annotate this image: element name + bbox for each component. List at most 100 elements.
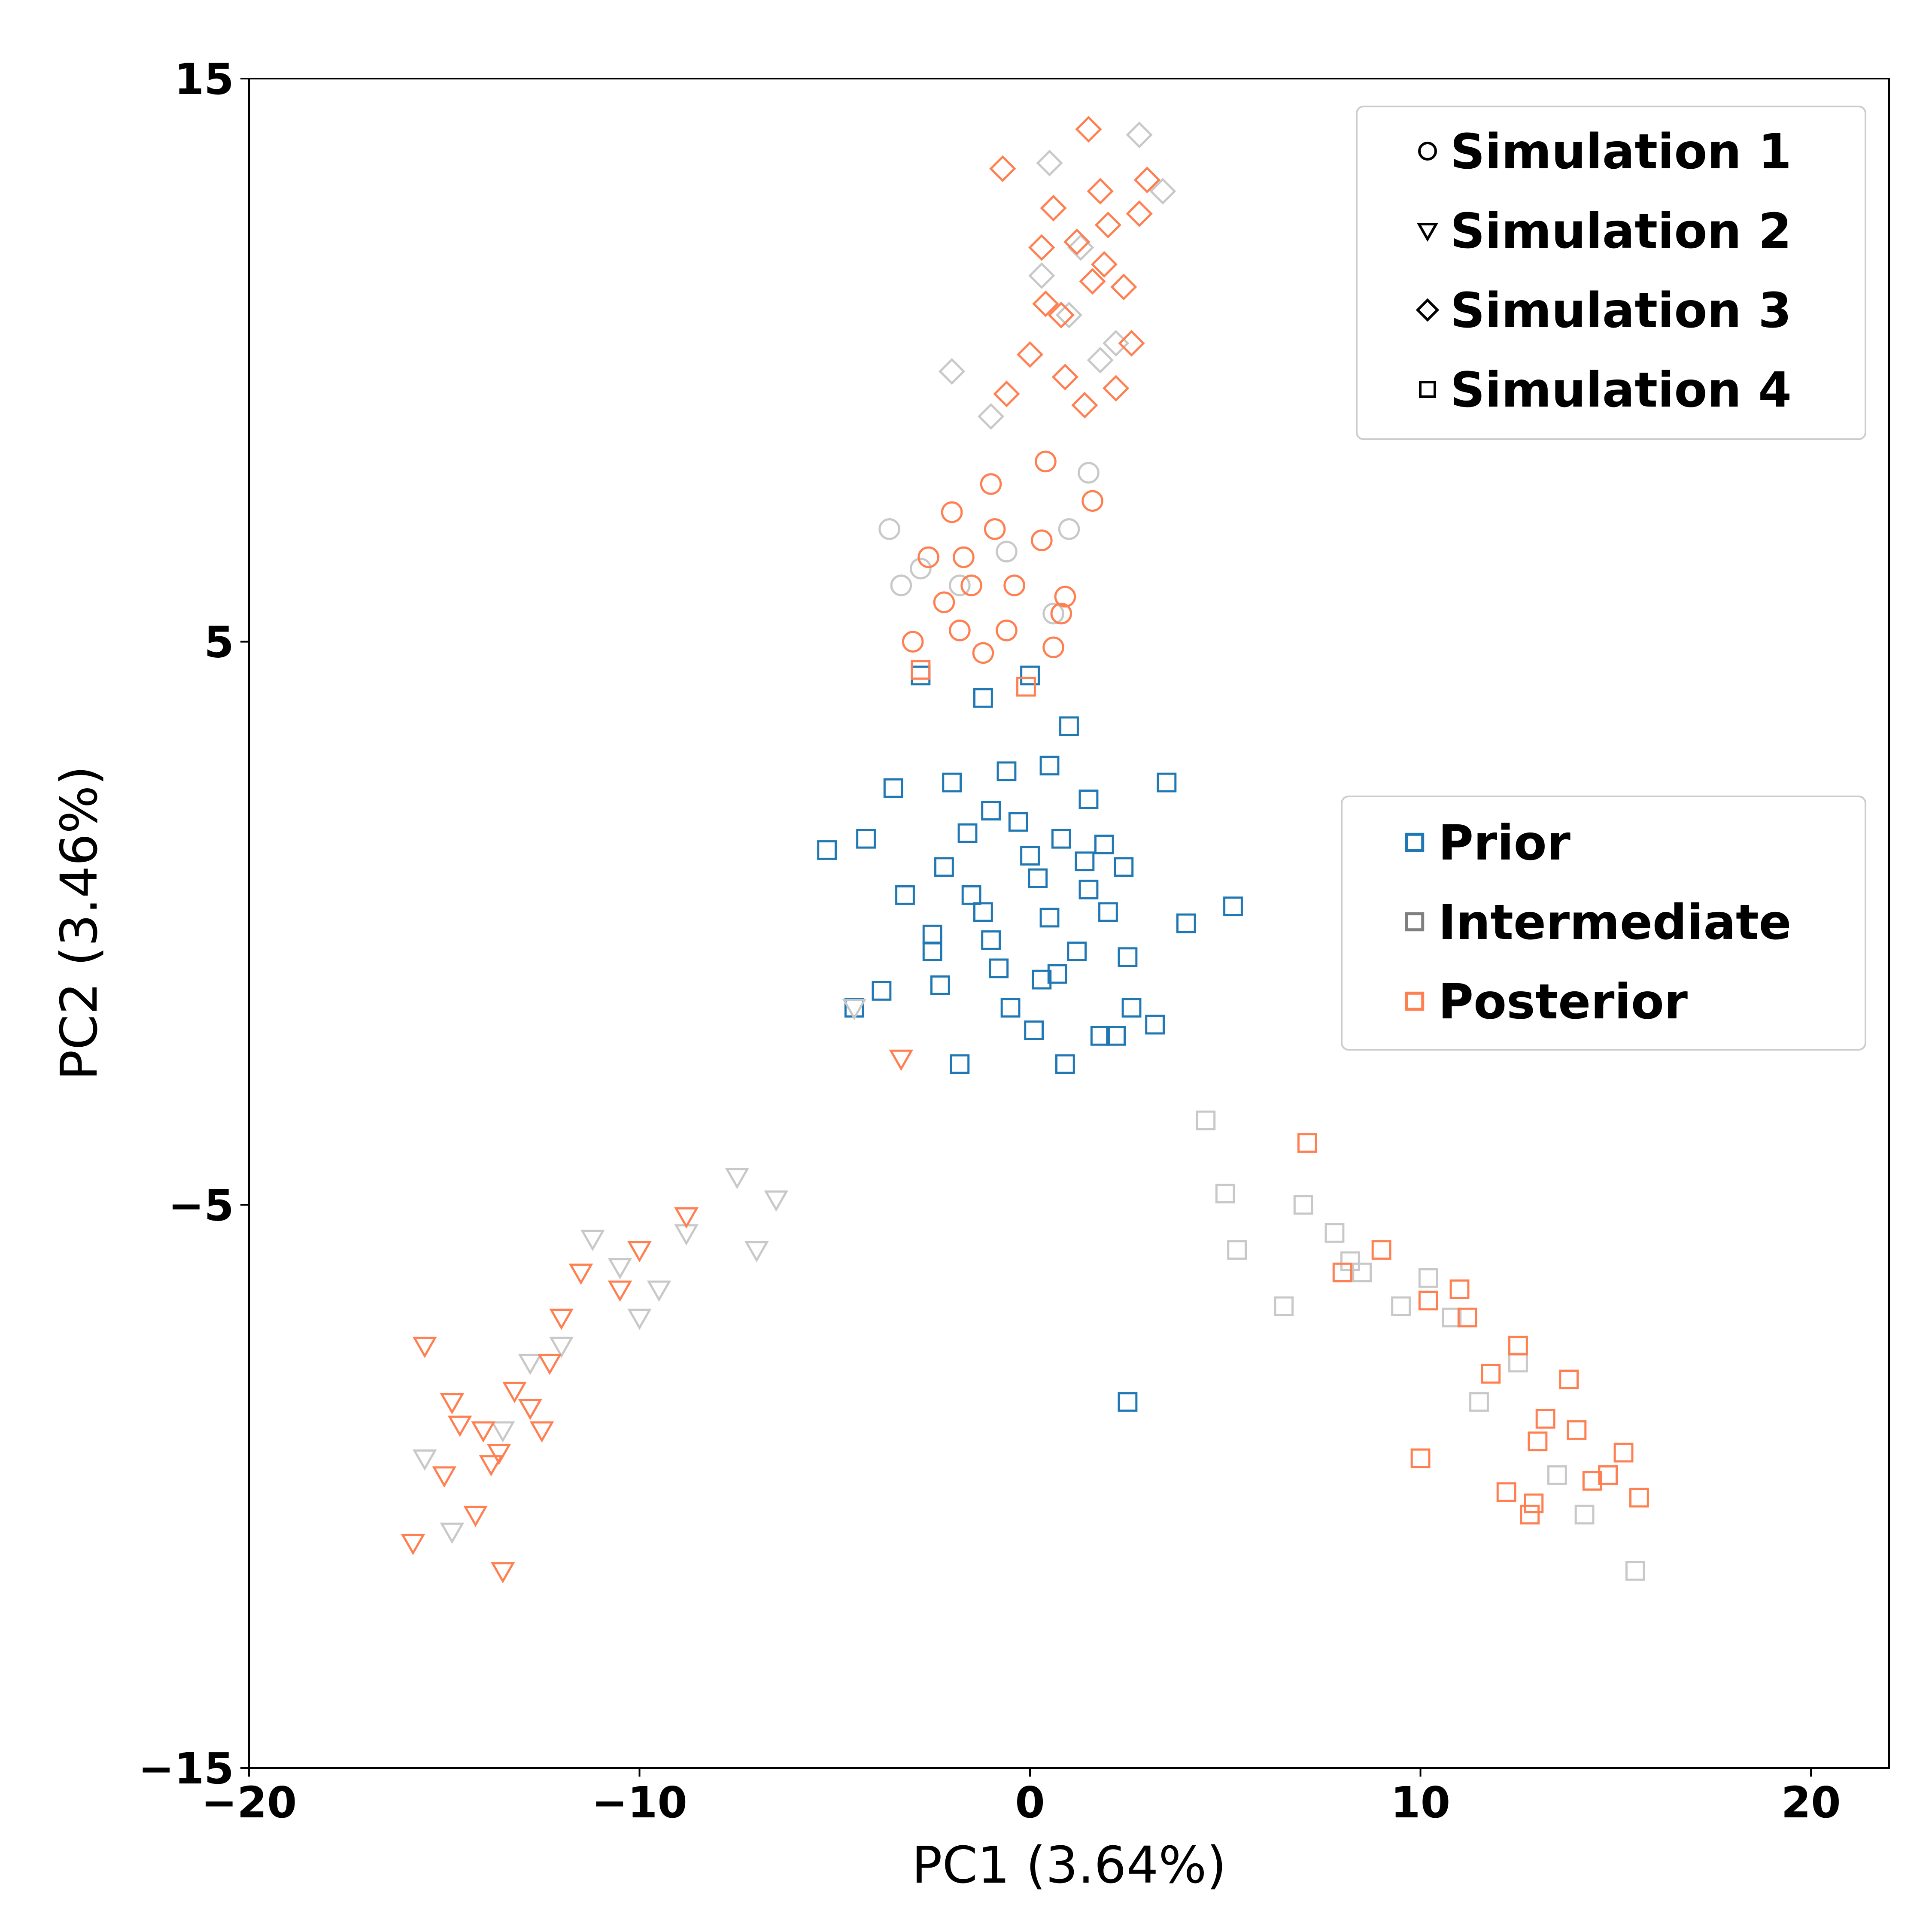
prior-point [996, 761, 1017, 781]
prior-point [1047, 964, 1067, 984]
prior-point [1145, 1015, 1165, 1035]
prior-point [973, 688, 993, 708]
posterior-point [549, 1309, 574, 1330]
posterior-point [440, 1393, 465, 1415]
intermediate-point [1103, 330, 1130, 357]
posterior-point [1110, 273, 1137, 301]
prior-point [981, 930, 1001, 950]
intermediate-point [1055, 301, 1083, 329]
prior-point [1024, 1020, 1044, 1040]
prior-point [1078, 790, 1099, 809]
legend-swatch-prior [1405, 832, 1425, 852]
posterior-point [1063, 228, 1091, 255]
prior-point [1059, 716, 1079, 736]
intermediate-point [1058, 518, 1080, 540]
intermediate-point [1547, 1465, 1567, 1485]
posterior-point [1598, 1465, 1618, 1485]
posterior-point [953, 546, 975, 568]
prior-point [961, 885, 981, 905]
legend-label-simulation-4: Simulation 4 [1450, 362, 1792, 418]
posterior-point [902, 631, 924, 653]
prior-point [1020, 846, 1040, 866]
prior-point [1020, 665, 1040, 686]
posterior-point [1332, 1262, 1352, 1282]
intermediate-point [764, 1190, 789, 1212]
posterior-point [1528, 1431, 1548, 1452]
legend-label-simulation-3: Simulation 3 [1450, 283, 1792, 339]
legend-marker-simulation-1 [1418, 142, 1437, 161]
posterior-point [1613, 1443, 1634, 1463]
prior-point [1075, 851, 1095, 872]
prior-point [1078, 879, 1099, 899]
posterior-point [1535, 1409, 1555, 1429]
intermediate-point [949, 574, 971, 596]
posterior-point [996, 620, 1018, 641]
posterior-point [608, 1280, 632, 1302]
intermediate-point [490, 1421, 515, 1443]
prior-point [1176, 913, 1196, 933]
intermediate-point [627, 1309, 652, 1330]
intermediate-point [744, 1241, 769, 1263]
intermediate-point [1418, 1268, 1438, 1288]
prior-point [1039, 756, 1060, 776]
legend-label-intermediate: Intermediate [1438, 895, 1791, 951]
posterior-point [1410, 1448, 1431, 1468]
posterior-point [1133, 166, 1161, 194]
prior-point [1055, 1054, 1075, 1074]
posterior-point [1297, 1133, 1317, 1153]
x-tick-labels: −20 −10 0 10 20 [201, 1777, 1841, 1828]
posterior-point [933, 591, 955, 614]
prior-point [895, 885, 915, 905]
intermediate-point [1227, 1240, 1247, 1260]
intermediate-point [1391, 1296, 1411, 1316]
intermediate-point [939, 358, 966, 385]
posterior-point [674, 1207, 699, 1229]
intermediate-point [977, 403, 1005, 430]
prior-point [1039, 908, 1060, 928]
legend-swatch-intermediate [1405, 912, 1425, 932]
posterior-point [889, 1049, 914, 1071]
prior-point [1028, 868, 1048, 888]
legend-stages-box [1341, 796, 1866, 1051]
prior-point [1032, 969, 1052, 990]
axis-ticks [240, 78, 1812, 1777]
posterior-point [1582, 1471, 1602, 1491]
posterior-point [1126, 200, 1153, 227]
intermediate-point [1036, 149, 1063, 176]
posterior-point [1079, 268, 1106, 295]
posterior-point [1054, 586, 1076, 608]
prior-point [973, 902, 993, 922]
posterior-point [1048, 301, 1075, 329]
prior-point [1121, 998, 1142, 1018]
posterior-point [479, 1455, 504, 1476]
posterior-point [471, 1421, 496, 1443]
y-axis-label: PC2 (3.46%) [49, 766, 109, 1080]
intermediate-point [1215, 1184, 1235, 1203]
posterior-point [1081, 490, 1103, 512]
posterior-point [502, 1382, 527, 1403]
prior-point [1067, 942, 1087, 961]
intermediate-point [878, 518, 900, 540]
intermediate-point [890, 574, 912, 596]
y-tick-label: 5 [204, 617, 234, 668]
prior-point [883, 778, 903, 798]
prior-point [1223, 896, 1243, 917]
posterior-point [1091, 251, 1118, 278]
intermediate-point [1126, 122, 1153, 149]
intermediate-point [1324, 1223, 1345, 1243]
legend-label-posterior: Posterior [1438, 974, 1688, 1030]
posterior-point [1118, 330, 1145, 357]
intermediate-point [725, 1168, 750, 1189]
intermediate-point [1352, 1262, 1372, 1282]
prior-point [942, 772, 962, 793]
y-tick-label: −5 [168, 1180, 234, 1230]
posterior-point [627, 1241, 652, 1263]
posterior-point [1035, 450, 1057, 473]
prior-point [950, 1054, 970, 1074]
x-tick-label: 20 [1781, 1777, 1841, 1828]
prior-point [1118, 947, 1138, 967]
prior-point [1098, 902, 1118, 922]
prior-point [1090, 1026, 1110, 1046]
intermediate-point [1149, 178, 1176, 205]
